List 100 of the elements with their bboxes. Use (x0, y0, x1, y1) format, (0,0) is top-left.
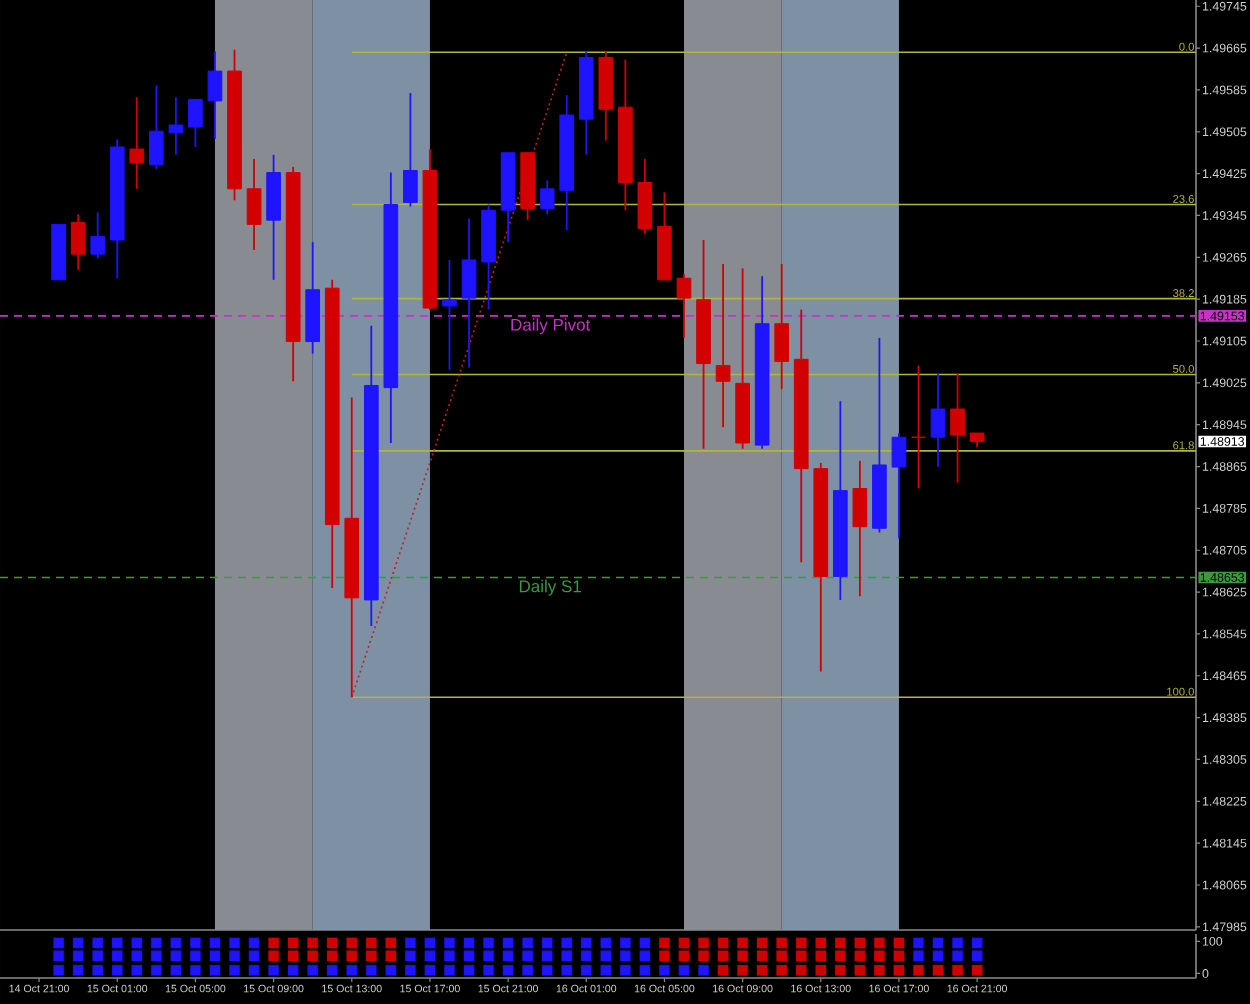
candlestick (266, 153, 281, 281)
point (307, 950, 318, 962)
ref-line-label: Daily S1 (519, 579, 581, 596)
point (72, 937, 84, 949)
candlestick (149, 84, 164, 170)
point (151, 950, 162, 962)
point (678, 964, 690, 976)
point (815, 964, 827, 976)
candlestick (774, 263, 790, 391)
candlestick (90, 211, 106, 260)
point (268, 964, 279, 976)
candlestick (129, 96, 145, 190)
point (326, 937, 338, 949)
point (795, 937, 807, 949)
point (131, 964, 143, 976)
point (444, 937, 455, 949)
point (835, 964, 846, 976)
point (600, 950, 612, 962)
point (111, 964, 123, 976)
point (620, 937, 631, 949)
point (92, 937, 104, 949)
candlestick (168, 96, 184, 156)
point (522, 950, 533, 962)
point (424, 937, 436, 949)
point (639, 950, 651, 962)
point (971, 950, 983, 962)
candlestick (442, 259, 457, 371)
point (483, 950, 494, 962)
point (209, 964, 221, 976)
point (307, 937, 318, 949)
point (795, 950, 807, 962)
candlestick (70, 213, 86, 271)
point (620, 950, 631, 962)
point (952, 937, 963, 949)
point (92, 950, 104, 962)
point (541, 964, 553, 976)
point (92, 964, 104, 976)
point (698, 964, 709, 976)
point (229, 937, 240, 949)
point (229, 950, 240, 962)
point (483, 964, 494, 976)
point (580, 937, 592, 949)
point (444, 964, 455, 976)
point (541, 937, 553, 949)
point (405, 937, 416, 949)
point (541, 950, 553, 962)
point (835, 950, 846, 962)
point (385, 964, 397, 976)
point (131, 937, 143, 949)
point (854, 950, 866, 962)
candlestick (930, 372, 946, 468)
point (502, 937, 514, 949)
point (737, 937, 748, 949)
point (366, 950, 377, 962)
point (190, 937, 201, 949)
point (111, 950, 123, 962)
point (698, 937, 709, 949)
point (580, 950, 592, 962)
point (131, 950, 143, 962)
candlestick (852, 459, 868, 598)
point (190, 964, 201, 976)
candlestick (403, 92, 418, 208)
point (209, 937, 221, 949)
point (776, 950, 787, 962)
point (854, 964, 866, 976)
point (53, 950, 64, 962)
point (893, 950, 905, 962)
point (893, 964, 905, 976)
point (874, 937, 885, 949)
point (111, 937, 123, 949)
point (385, 937, 397, 949)
point (248, 950, 260, 962)
point (561, 937, 573, 949)
point (326, 964, 338, 976)
point (835, 937, 846, 949)
candlestick (676, 273, 692, 339)
point (463, 937, 475, 949)
point (405, 964, 416, 976)
point (737, 964, 748, 976)
point (678, 937, 690, 949)
point (659, 950, 670, 962)
point (424, 964, 436, 976)
point (287, 950, 299, 962)
point (190, 950, 201, 962)
point (287, 964, 299, 976)
candlestick (461, 217, 477, 369)
candlestick (911, 364, 926, 490)
point (170, 964, 182, 976)
point (346, 937, 358, 949)
point (561, 964, 573, 976)
point (522, 964, 533, 976)
point (463, 950, 475, 962)
point (815, 937, 827, 949)
point (600, 964, 612, 976)
point (756, 950, 768, 962)
point (678, 950, 690, 962)
point (659, 937, 670, 949)
point (326, 950, 338, 962)
point (717, 964, 729, 976)
point (346, 964, 358, 976)
